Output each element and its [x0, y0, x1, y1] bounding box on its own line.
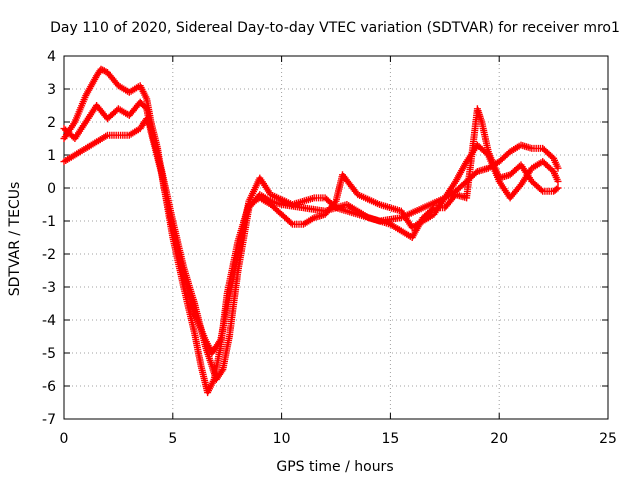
y-tick-label: -1 — [42, 214, 56, 230]
y-tick-label: -2 — [42, 247, 56, 263]
y-tick-label: -6 — [42, 379, 56, 395]
y-tick-label: 1 — [47, 148, 56, 164]
x-tick-label: 15 — [381, 431, 399, 447]
y-tick-label: -4 — [42, 313, 56, 329]
y-tick-label: 0 — [47, 181, 56, 197]
y-tick-label: 4 — [47, 49, 56, 65]
x-tick-label: 10 — [273, 431, 291, 447]
x-tick-label: 5 — [168, 431, 177, 447]
y-tick-label: -7 — [42, 412, 56, 428]
y-tick-label: 2 — [47, 115, 56, 131]
x-axis-label: GPS time / hours — [276, 459, 393, 475]
y-tick-label: -5 — [42, 346, 56, 362]
y-axis-label: SDTVAR / TECUs — [7, 182, 23, 297]
chart-title: Day 110 of 2020, Sidereal Day-to-day VTE… — [50, 20, 620, 36]
x-tick-label: 0 — [60, 431, 69, 447]
y-tick-label: 3 — [47, 82, 56, 98]
x-tick-label: 25 — [599, 431, 617, 447]
grid-lines — [64, 56, 608, 419]
plot-frame — [63, 55, 609, 420]
data-points — [60, 105, 562, 383]
data-series — [60, 65, 562, 397]
x-tick-label: 20 — [490, 431, 508, 447]
y-tick-label: -3 — [42, 280, 56, 296]
axis-ticks: 0 5 10 15 20 25 -7 -6 -5 -4 -3 -2 -1 0 1 2 3 4 — [42, 49, 617, 447]
series-track-3 — [60, 105, 562, 383]
